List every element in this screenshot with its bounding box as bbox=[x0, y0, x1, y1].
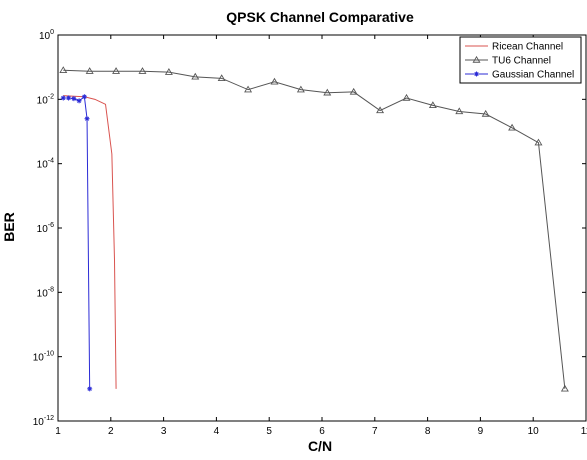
data-point-tu6-channel bbox=[296, 85, 305, 93]
y-tick-label: 100 bbox=[39, 29, 54, 42]
data-point-gaussian-channel bbox=[81, 94, 87, 100]
data-point-tu6-channel bbox=[428, 101, 437, 109]
data-point-tu6-channel bbox=[481, 109, 490, 117]
y-tick-label: 10-6 bbox=[37, 222, 54, 235]
data-point-tu6-channel bbox=[349, 87, 358, 95]
x-tick-label: 7 bbox=[372, 426, 378, 437]
x-tick-label: 9 bbox=[478, 426, 484, 437]
data-point-tu6-channel bbox=[455, 107, 464, 115]
data-point-tu6-channel bbox=[164, 68, 173, 75]
x-tick-label: 2 bbox=[108, 426, 114, 437]
data-point-tu6-channel bbox=[217, 74, 226, 82]
data-point-gaussian-channel bbox=[71, 96, 77, 102]
x-tick-label: 11 bbox=[581, 426, 587, 437]
series-line-tu6-channel bbox=[63, 69, 566, 389]
x-axis-title: C/N bbox=[308, 438, 332, 454]
x-tick-label: 10 bbox=[528, 426, 540, 437]
legend-marker-gaussian-channel bbox=[474, 71, 479, 77]
data-point-tu6-channel bbox=[85, 67, 94, 74]
legend-label-ricean-channel: Ricean Channel bbox=[492, 42, 563, 53]
x-tick-label: 3 bbox=[161, 426, 167, 437]
data-point-gaussian-channel bbox=[66, 95, 72, 101]
data-point-tu6-channel bbox=[244, 85, 253, 93]
legend-label-tu6-channel: TU6 Channel bbox=[492, 56, 551, 67]
data-point-tu6-channel bbox=[560, 384, 569, 392]
y-tick-label: 10-10 bbox=[33, 351, 54, 364]
data-point-tu6-channel bbox=[402, 93, 411, 101]
data-point-tu6-channel bbox=[376, 106, 385, 114]
data-point-gaussian-channel bbox=[60, 95, 66, 101]
x-tick-label: 5 bbox=[266, 426, 272, 437]
data-point-tu6-channel bbox=[323, 88, 332, 96]
legend-marker-tu6-channel bbox=[472, 55, 481, 63]
data-point-tu6-channel bbox=[534, 138, 543, 146]
data-point-tu6-channel bbox=[138, 67, 147, 74]
y-axis-title: BER bbox=[1, 212, 17, 242]
x-tick-label: 4 bbox=[214, 426, 220, 437]
plot-layer: 1 2 3 4 5 6 7 8 9 10 11 100 10-2 10-4 10-6 10-8 10-10 10-… bbox=[33, 29, 587, 437]
data-point-gaussian-channel bbox=[87, 386, 93, 392]
x-tick-label: 8 bbox=[425, 426, 431, 437]
y-tick-label: 10-2 bbox=[37, 93, 54, 106]
series-line-ricean-channel bbox=[63, 95, 117, 389]
x-tick-label: 6 bbox=[319, 426, 325, 437]
data-point-gaussian-channel bbox=[76, 98, 82, 104]
data-point-tu6-channel bbox=[508, 123, 517, 131]
y-tick-label: 10-4 bbox=[37, 158, 54, 171]
y-tick-label: 10-8 bbox=[37, 286, 54, 299]
x-tick-label: 1 bbox=[55, 426, 61, 437]
legend: Ricean Channel TU6 Channel Gaussian Channe… bbox=[459, 36, 582, 84]
chart-title: QPSK Channel Comparative bbox=[226, 9, 414, 25]
legend-label-gaussian-channel: Gaussian Channel bbox=[492, 70, 574, 81]
data-point-tu6-channel bbox=[112, 67, 121, 74]
data-point-gaussian-channel bbox=[84, 116, 90, 122]
data-point-tu6-channel bbox=[191, 72, 200, 80]
data-point-tu6-channel bbox=[270, 77, 279, 85]
data-point-tu6-channel bbox=[59, 66, 68, 73]
y-tick-label: 10-12 bbox=[33, 415, 54, 428]
